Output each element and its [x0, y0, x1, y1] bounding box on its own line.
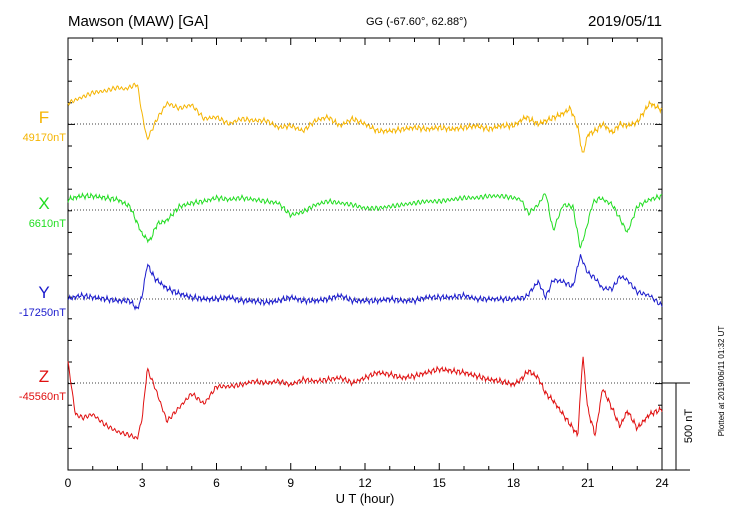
baseline-value-X: 6610nT — [29, 218, 67, 230]
x-tick-label: 0 — [65, 476, 72, 490]
date-label: 2019/05/11 — [588, 13, 662, 30]
x-tick-label: 24 — [655, 476, 669, 490]
baseline-value-Z: -45560nT — [19, 391, 66, 403]
scale-label: 500 nT — [683, 409, 695, 444]
series-line-Z — [67, 356, 663, 440]
x-tick-label: 18 — [507, 476, 521, 490]
coordinates-label: GG (-67.60°, 62.88°) — [366, 16, 467, 28]
plot-frame — [67, 37, 663, 471]
x-tick-label: 3 — [139, 476, 146, 490]
series-name-X: X — [38, 194, 49, 213]
series-name-Y: Y — [38, 283, 49, 302]
plotted-at-note: Plotted at 2019/06/11 01:32 UT — [717, 326, 726, 437]
x-tick-label: 6 — [213, 476, 220, 490]
baseline-value-Y: -17250nT — [19, 307, 66, 319]
series-labels: F 49170nT X 6610nT Y -17250nT Z -45560nT — [19, 108, 66, 403]
station-title: Mawson (MAW) [GA] — [68, 13, 208, 30]
series-line-F — [67, 82, 663, 153]
series-name-Z: Z — [39, 367, 49, 386]
grid-lines — [68, 123, 662, 384]
series-line-X — [67, 192, 663, 249]
x-tick-label: 15 — [433, 476, 447, 490]
scale-bar: 500 nT — [662, 382, 695, 471]
x-tick-label: 12 — [358, 476, 372, 490]
x-tick-labels: 0 3 6 9 12 15 18 21 24 — [65, 476, 669, 490]
baseline-value-F: 49170nT — [23, 132, 67, 144]
axis-ticks — [67, 37, 663, 470]
x-axis-label: U T (hour) — [336, 491, 395, 506]
series-lines — [67, 82, 663, 440]
series-name-F: F — [39, 108, 49, 127]
x-tick-label: 9 — [287, 476, 294, 490]
series-line-Y — [67, 254, 663, 311]
x-tick-label: 21 — [581, 476, 595, 490]
